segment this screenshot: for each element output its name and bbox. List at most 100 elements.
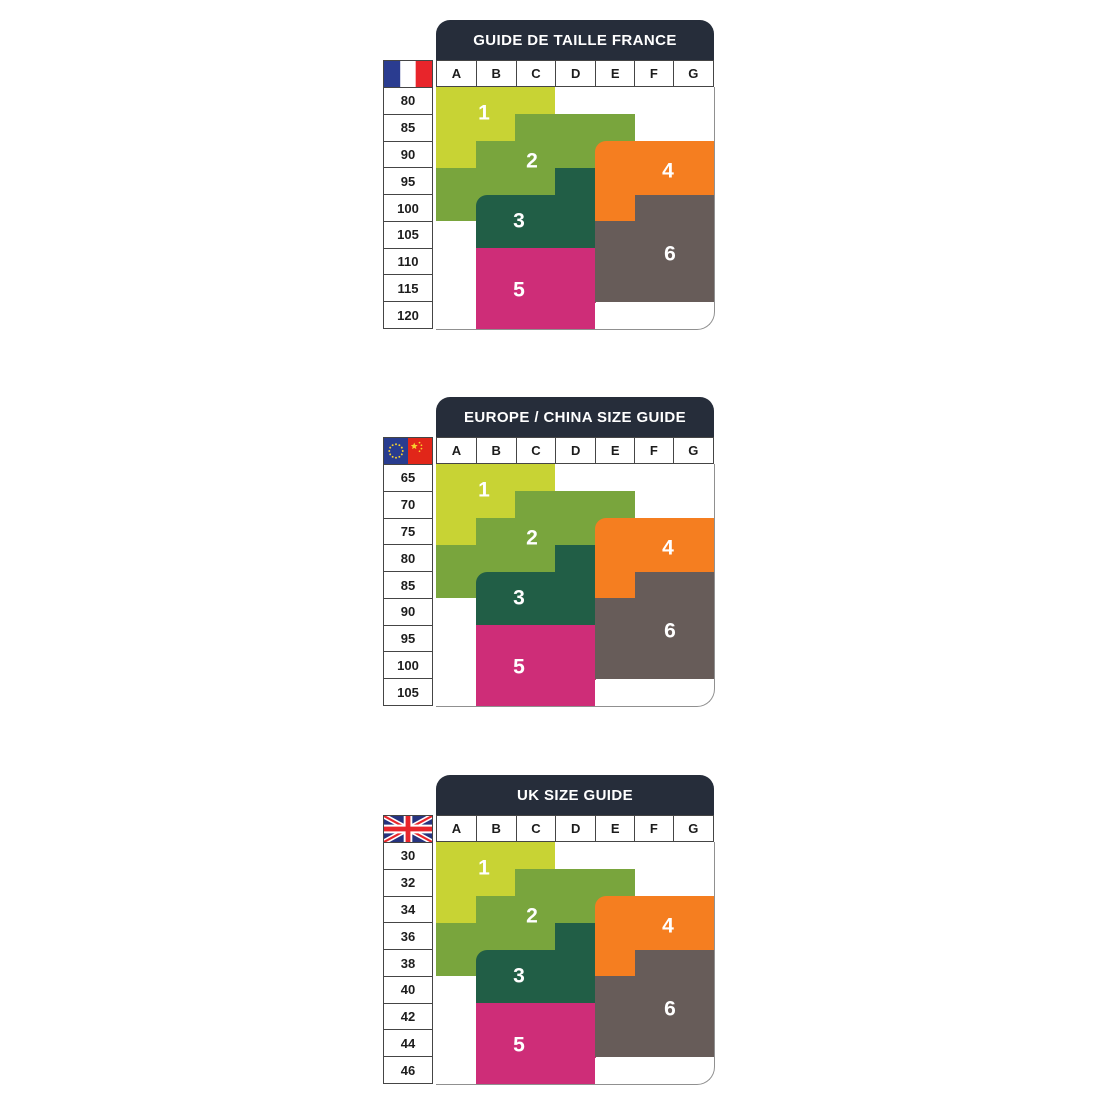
band-size-column: 65 70 75 80 85 90 95 100 105 [383,437,433,706]
cup-column-header: C [517,438,557,463]
cup-column-header: B [477,61,517,86]
cup-column-header: E [596,61,636,86]
size-region-6 [634,571,714,600]
size-grid: 1 2 3 4 5 6 [436,842,715,1085]
size-region-label: 2 [526,904,538,928]
band-size-cell: 95 [384,168,432,196]
size-region-2 [515,490,635,519]
band-size-cell: 30 [384,843,432,870]
band-size-cell: 70 [384,492,432,519]
band-size-cell: 34 [384,897,432,924]
chart-title-bar: UK SIZE GUIDE [436,775,714,815]
size-region-5 [475,248,596,276]
cup-column-header: G [688,443,699,458]
size-region-2 [515,868,635,897]
size-region-1 [436,842,556,870]
size-region-label: 5 [513,1033,525,1057]
size-region-1 [436,517,477,546]
band-size-cell: 95 [384,626,432,653]
size-region-3 [555,167,596,196]
cup-column-header: E [596,816,636,841]
band-size-cell: 36 [384,923,432,951]
size-region-5 [475,652,596,680]
cup-column-header: G [688,821,699,836]
size-region-6 [594,1030,714,1058]
size-region-label: 6 [664,619,676,643]
size-region-6 [594,275,714,303]
band-size-cell: 110 [384,249,432,276]
size-region-6 [634,949,714,978]
band-size-cell: 115 [384,275,432,303]
chart-title: EUROPE / CHINA SIZE GUIDE [464,408,686,426]
size-region-6 [594,976,714,1005]
cup-column-header: A [437,61,477,86]
size-region-6 [594,221,714,250]
size-region-5 [475,1003,596,1031]
size-region-4 [594,517,714,546]
band-size-cell: 40 [384,977,432,1004]
size-region-1 [436,464,556,492]
size-region-5 [475,1057,595,1084]
size-region-4 [594,544,714,573]
band-size-cell: 32 [384,870,432,897]
size-region-6 [634,194,714,223]
size-region-label: 1 [478,478,490,502]
cup-column-header: A [437,438,477,463]
band-size-cell: 105 [384,222,432,249]
size-region-3 [475,221,596,250]
chart-title-bar: EUROPE / CHINA SIZE GUIDE [436,397,714,437]
size-region-3 [475,598,596,627]
band-size-cell: 38 [384,950,432,977]
size-region-label: 1 [478,856,490,880]
size-region-6 [594,625,714,653]
size-region-5 [475,679,595,706]
cup-column-header: B [477,438,517,463]
chart-title: GUIDE DE TAILLE FRANCE [473,31,677,49]
band-size-cell: 90 [384,599,432,626]
size-region-1 [436,895,477,924]
size-region-6 [594,598,714,627]
size-region-2 [436,167,556,196]
band-size-cell: 85 [384,115,432,142]
size-region-label: 2 [526,526,538,550]
cup-column-header: E [596,438,636,463]
size-grid: 1 2 3 4 5 6 [436,87,715,330]
cup-column-header: A [437,816,477,841]
band-size-cell: 100 [384,195,432,222]
size-region-2 [475,140,596,169]
france-size-guide-table: GUIDE DE TAILLE FRANCE 80 85 90 95 100 105 110… [383,20,716,330]
europe-china-size-guide-table: EUROPE / CHINA SIZE GUIDE [383,397,716,707]
cup-column-header: B [477,816,517,841]
chart-title: UK SIZE GUIDE [516,786,634,804]
size-region-label: 6 [664,997,676,1021]
band-size-cell: 80 [384,88,432,115]
size-region-1 [436,87,556,115]
size-region-2 [475,517,596,546]
band-size-cell: 105 [397,684,419,700]
size-region-label: 4 [662,536,674,560]
size-region-3 [475,571,596,600]
cup-column-header: F [635,61,674,86]
size-region-label: 6 [664,242,676,266]
size-region-2 [436,949,477,977]
size-region-2 [475,895,596,924]
size-region-1 [436,490,517,519]
size-region-label: 3 [513,586,525,610]
uk-flag-icon [384,816,432,843]
band-size-cell: 42 [384,1004,432,1031]
band-size-cell: 44 [384,1030,432,1058]
band-size-column: 80 85 90 95 100 105 110 115 120 [383,60,433,329]
size-region-3 [475,194,596,223]
size-region-5 [475,275,596,303]
size-region-4 [594,949,636,978]
cup-column-header: C [517,816,557,841]
size-region-2 [436,544,556,573]
size-region-6 [594,652,714,680]
size-region-4 [594,140,714,169]
size-region-5 [475,1030,596,1058]
size-region-4 [594,167,714,196]
size-region-2 [515,113,635,142]
cup-column-header: D [556,438,597,463]
